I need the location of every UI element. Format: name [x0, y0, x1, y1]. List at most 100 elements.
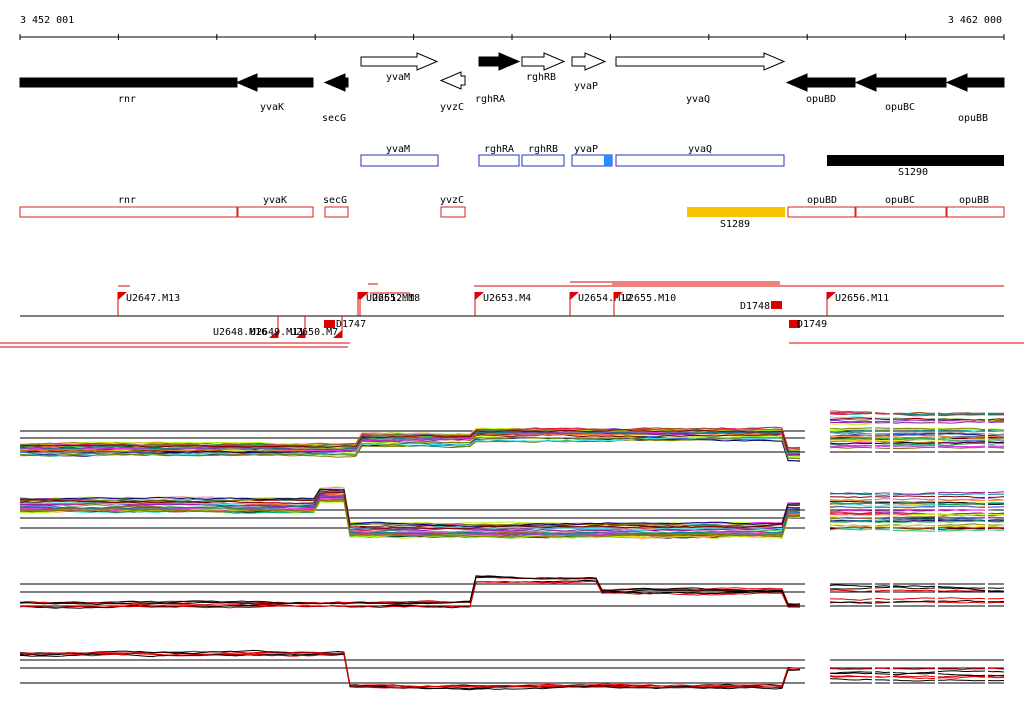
deletion-box: [789, 320, 800, 328]
marker-flag: [570, 292, 579, 300]
trace: [829, 599, 1005, 604]
marker-label: D1748: [740, 301, 770, 312]
gene-arrow: [615, 52, 786, 71]
trace: [830, 667, 1005, 671]
trace-gap: [872, 662, 875, 688]
ruler-end: 3 462 000: [948, 15, 1002, 26]
transcript-box: [521, 154, 565, 167]
trace: [829, 438, 1005, 442]
annotation-box: [687, 207, 785, 217]
annotation-box: [787, 206, 856, 218]
trace: [829, 412, 1005, 417]
trace: [830, 437, 1005, 443]
trace-gap: [872, 477, 875, 547]
marker-flag: [614, 292, 623, 300]
gene-label: yvaM: [386, 72, 410, 83]
trace: [19, 653, 801, 690]
annotation-label: secG: [323, 195, 347, 206]
gene-arrow: [854, 73, 947, 92]
trace: [829, 678, 1005, 682]
annotation-box: [946, 206, 1005, 218]
gene-label: yvaP: [574, 81, 598, 92]
deletion-box: [771, 301, 782, 309]
trace-gap: [935, 662, 938, 688]
annotation-label: S1289: [720, 219, 750, 230]
trace: [19, 496, 801, 535]
ruler-start: 3 452 001: [20, 15, 74, 26]
trace: [829, 495, 1005, 499]
marker-flag: [360, 292, 369, 300]
trace: [829, 444, 1005, 448]
marker-label: U2656.M11: [835, 293, 889, 304]
trace: [19, 429, 801, 452]
marker-flag: [475, 292, 484, 300]
gene-arrow: [571, 52, 607, 71]
trace: [19, 491, 801, 530]
trace: [19, 576, 801, 606]
gene-label: yvaK: [260, 102, 284, 113]
gene-arrow: [439, 71, 466, 90]
gene-arrow: [521, 52, 566, 71]
trace: [829, 672, 1005, 677]
trace: [829, 505, 1005, 509]
trace-gap: [935, 400, 938, 460]
trace: [829, 499, 1005, 503]
trace: [829, 508, 1005, 513]
trace: [829, 446, 1005, 450]
annotation-label: opuBD: [807, 195, 837, 206]
marker-flag: [827, 292, 836, 300]
annotation-box: [19, 206, 238, 218]
trace-gap: [935, 477, 938, 547]
transcript-box: [827, 155, 1004, 166]
trace: [829, 427, 1005, 432]
transcript-highlight: [604, 155, 612, 166]
gene-arrow: [360, 52, 439, 71]
trace: [19, 580, 801, 609]
gene-arrow: [323, 73, 349, 92]
trace: [829, 427, 1005, 432]
trace: [19, 579, 801, 609]
trace-gap: [872, 580, 875, 610]
trace-gap: [890, 662, 893, 688]
marker-label: U2649.M11: [250, 327, 304, 338]
trace: [829, 511, 1005, 516]
transcript-box: [615, 154, 785, 167]
marker-label: U2653.M4: [483, 293, 531, 304]
marker-label: U2652.M8: [372, 293, 420, 304]
trace: [830, 427, 1005, 431]
gene-arrow: [945, 73, 1005, 92]
annotation-box: [237, 206, 314, 218]
trace: [829, 501, 1005, 506]
marker-label: D1749: [797, 319, 827, 330]
trace: [19, 652, 801, 691]
trace: [829, 518, 1005, 522]
trace-gap: [985, 477, 988, 547]
deletion-box: [324, 320, 335, 328]
trace: [19, 436, 801, 459]
trace: [19, 427, 801, 452]
annotation-label: yvaK: [263, 195, 287, 206]
trace: [19, 651, 801, 688]
trace: [829, 513, 1005, 518]
gene-arrow: [478, 52, 521, 71]
trace: [829, 497, 1005, 501]
marker-label: U2650.M7: [290, 327, 338, 338]
trace: [19, 650, 801, 689]
trace: [829, 586, 1005, 592]
marker-label: D1747: [336, 319, 366, 330]
trace-gap: [935, 580, 938, 610]
marker-flag: [333, 330, 342, 338]
trace: [19, 501, 801, 539]
trace-gap: [985, 400, 988, 460]
gene-label: yvaQ: [686, 94, 710, 105]
marker-flag: [118, 292, 127, 300]
transcript-box: [478, 154, 520, 167]
trace: [829, 431, 1005, 436]
trace: [829, 433, 1005, 438]
transcript-label: rghRA: [484, 144, 514, 155]
transcript-label: rghRB: [528, 144, 558, 155]
trace: [829, 421, 1005, 424]
trace: [829, 670, 1005, 675]
transcript-label: yvaQ: [688, 144, 712, 155]
